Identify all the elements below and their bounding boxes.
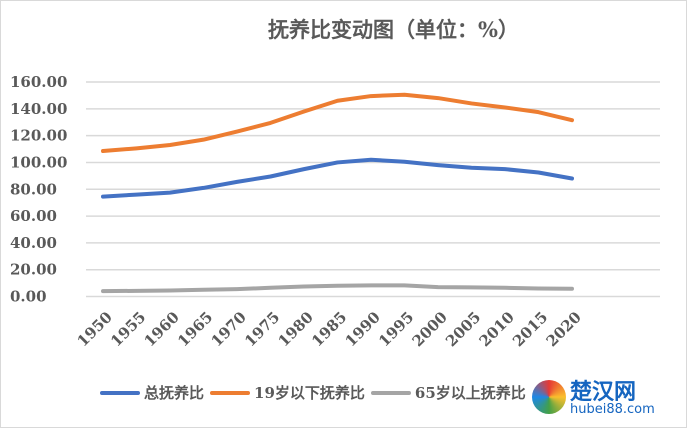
legend-label: 总抚养比 [144,384,205,402]
x-tick-label: 2005 [442,308,484,350]
legend-label: 65岁以上抚养比 [414,384,526,402]
watermark-logo: 楚汉网 hubei88.com [528,374,683,424]
legend-swatch [100,390,140,395]
x-tick-label: 1975 [241,308,283,350]
x-tick-label: 2020 [543,308,585,350]
legend-item: 19岁以下抚养比 [210,382,365,403]
legend-label: 19岁以下抚养比 [254,384,365,402]
y-tick-label: 120.00 [10,127,67,145]
y-tick-label: 40.00 [10,234,57,252]
x-tick-label: 1955 [107,308,149,350]
y-tick-label: 20.00 [10,261,57,279]
x-tick-label: 1980 [275,308,317,350]
y-tick-label: 60.00 [10,207,57,225]
series-line [101,92,574,154]
watermark-name: 楚汉网 [570,380,637,405]
x-tick-label: 2010 [476,308,518,350]
series-line [101,157,574,199]
x-tick-label: 1985 [308,308,350,350]
x-tick-label: 1990 [342,308,384,350]
x-tick-label: 1995 [375,308,417,350]
y-tick-label: 100.00 [10,153,67,171]
x-tick-label: 2000 [409,308,451,350]
globe-icon [532,380,566,414]
chart-title: 抚养比变动图（单位：%） [268,17,519,42]
x-tick-label: 1960 [141,308,183,350]
x-tick-label: 2015 [509,308,551,350]
legend-swatch [210,390,251,395]
x-tick-label: 1970 [208,308,250,350]
series-line [101,283,574,294]
x-tick-label: 1965 [174,308,216,350]
y-tick-label: 160.00 [10,73,67,91]
watermark-url: hubei88.com [570,402,655,417]
legend: 总抚养比 19岁以下抚养比 65岁以上抚养比 [100,382,532,403]
y-tick-label: 140.00 [10,100,67,118]
y-tick-label: 0.00 [10,288,47,306]
legend-item: 65岁以上抚养比 [370,382,526,403]
x-tick-label: 1950 [74,308,116,350]
legend-item: 总抚养比 [100,382,204,403]
y-tick-label: 80.00 [10,180,57,198]
legend-swatch [370,390,411,395]
